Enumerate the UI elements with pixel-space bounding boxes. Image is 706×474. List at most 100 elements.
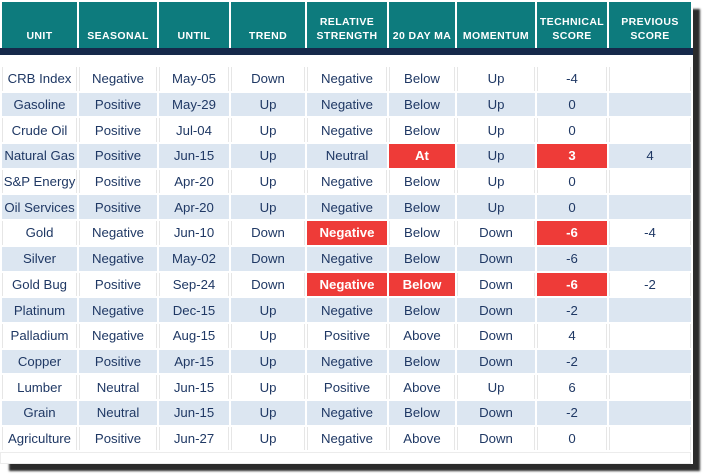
- cell-relative-strength: Negative: [307, 298, 387, 322]
- col-header-unit: UNIT: [2, 2, 77, 48]
- cell-trend: Down: [231, 67, 305, 91]
- technical-scoreboard-table: UNIT SEASONAL UNTIL TREND RELATIVE STRENGTH 2…: [0, 0, 693, 465]
- cell-20-day-ma: Below: [389, 169, 455, 194]
- cell-trend: Up: [231, 298, 305, 322]
- cell-technical-score: 6: [537, 375, 607, 399]
- col-header-momentum: MOMENTUM: [457, 2, 535, 48]
- table-row-gold-bug: Gold Bug Positive Sep-24 Down Negative Below D…: [2, 272, 691, 297]
- cell-trend: Down: [231, 221, 305, 245]
- cell-technical-score: -2: [537, 349, 607, 374]
- cell-unit: Agriculture: [2, 426, 77, 451]
- cell-momentum: Up: [457, 67, 535, 91]
- cell-relative-strength: Negative: [307, 92, 387, 117]
- cell-trend: Up: [231, 375, 305, 399]
- cell-seasonal: Negative: [79, 221, 157, 245]
- cell-momentum: Down: [457, 426, 535, 451]
- cell-unit: Crude Oil: [2, 118, 77, 143]
- cell-until: May-29: [159, 92, 229, 117]
- table-row-agriculture: Agriculture Positive Jun-27 Up Negative Above…: [2, 426, 691, 451]
- cell-until: Dec-15: [159, 298, 229, 322]
- header-divider-band: [0, 48, 693, 55]
- cell-seasonal: Positive: [79, 349, 157, 374]
- cell-technical-score: -6: [537, 272, 607, 297]
- cell-technical-score: -6: [537, 246, 607, 271]
- cell-trend: Up: [231, 400, 305, 425]
- cell-unit: Grain: [2, 400, 77, 425]
- table-row-s-p-energy: S&P Energy Positive Apr-20 Up Negative Below U…: [2, 169, 691, 194]
- cell-20-day-ma: Below: [389, 195, 455, 220]
- cell-relative-strength: Negative: [307, 246, 387, 271]
- col-header-until: UNTIL: [159, 2, 229, 48]
- cell-seasonal: Positive: [79, 118, 157, 143]
- cell-unit: Palladium: [2, 323, 77, 348]
- cell-momentum: Up: [457, 144, 535, 168]
- cell-momentum: Down: [457, 272, 535, 297]
- cell-relative-strength: Positive: [307, 323, 387, 348]
- cell-trend: Up: [231, 349, 305, 374]
- cell-momentum: Down: [457, 400, 535, 425]
- cell-unit: Copper: [2, 349, 77, 374]
- cell-seasonal: Positive: [79, 92, 157, 117]
- cell-previous-score: [609, 169, 691, 194]
- table-row-oil-services: Oil Services Positive Apr-20 Up Negative Belo…: [2, 195, 691, 220]
- cell-20-day-ma: Above: [389, 375, 455, 399]
- cell-20-day-ma: Below: [389, 221, 455, 245]
- cell-relative-strength: Negative: [307, 272, 387, 297]
- cell-seasonal: Positive: [79, 195, 157, 220]
- cell-momentum: Up: [457, 195, 535, 220]
- cell-previous-score: [609, 92, 691, 117]
- table-row-grain: Grain Neutral Jun-15 Up Negative Below Down -2: [2, 400, 691, 425]
- cell-technical-score: 0: [537, 426, 607, 451]
- cell-momentum: Down: [457, 298, 535, 322]
- cell-trend: Up: [231, 169, 305, 194]
- cell-seasonal: Positive: [79, 169, 157, 194]
- cell-momentum: Down: [457, 221, 535, 245]
- cell-relative-strength: Negative: [307, 195, 387, 220]
- cell-trend: Down: [231, 246, 305, 271]
- cell-previous-score: [609, 195, 691, 220]
- cell-momentum: Up: [457, 118, 535, 143]
- cell-trend: Up: [231, 144, 305, 168]
- cell-trend: Up: [231, 118, 305, 143]
- cell-trend: Down: [231, 272, 305, 297]
- cell-20-day-ma: Below: [389, 272, 455, 297]
- header-row: UNIT SEASONAL UNTIL TREND RELATIVE STRENGTH 2…: [2, 2, 691, 48]
- cell-20-day-ma: Below: [389, 118, 455, 143]
- col-header-trend: TREND: [231, 2, 305, 48]
- cell-until: Jul-04: [159, 118, 229, 143]
- cell-previous-score: -4: [609, 221, 691, 245]
- cell-unit: Oil Services: [2, 195, 77, 220]
- cell-unit: Natural Gas: [2, 144, 77, 168]
- cell-momentum: Down: [457, 349, 535, 374]
- cell-relative-strength: Negative: [307, 118, 387, 143]
- cell-until: Jun-15: [159, 144, 229, 168]
- cell-previous-score: [609, 323, 691, 348]
- cell-unit: CRB Index: [2, 67, 77, 91]
- cell-technical-score: 0: [537, 169, 607, 194]
- cell-previous-score: [609, 67, 691, 91]
- cell-technical-score: 3: [537, 144, 607, 168]
- cell-momentum: Up: [457, 92, 535, 117]
- cell-unit: Gold Bug: [2, 272, 77, 297]
- cell-20-day-ma: Below: [389, 92, 455, 117]
- cell-momentum: Down: [457, 323, 535, 348]
- cell-until: Apr-15: [159, 349, 229, 374]
- table-row-lumber: Lumber Neutral Jun-15 Up Positive Above Up 6: [2, 375, 691, 399]
- cell-trend: Up: [231, 323, 305, 348]
- table-row-gold: Gold Negative Jun-10 Down Negative Below Down -…: [2, 221, 691, 245]
- cell-until: Aug-15: [159, 323, 229, 348]
- cell-relative-strength: Negative: [307, 67, 387, 91]
- cell-relative-strength: Negative: [307, 426, 387, 451]
- cell-previous-score: 4: [609, 144, 691, 168]
- table-row-natural-gas: Natural Gas Positive Jun-15 Up Neutral At Up 3 4: [2, 144, 691, 168]
- cell-unit: Lumber: [2, 375, 77, 399]
- cell-unit: S&P Energy: [2, 169, 77, 194]
- cell-relative-strength: Neutral: [307, 144, 387, 168]
- table-row-silver: Silver Negative May-02 Down Negative Below Dow…: [2, 246, 691, 271]
- table-row-copper: Copper Positive Apr-15 Up Negative Below Down -…: [2, 349, 691, 374]
- table-row-platinum: Platinum Negative Dec-15 Up Negative Below Dow…: [2, 298, 691, 322]
- cell-until: Jun-27: [159, 426, 229, 451]
- cell-20-day-ma: Below: [389, 246, 455, 271]
- cell-trend: Up: [231, 92, 305, 117]
- cell-relative-strength: Negative: [307, 221, 387, 245]
